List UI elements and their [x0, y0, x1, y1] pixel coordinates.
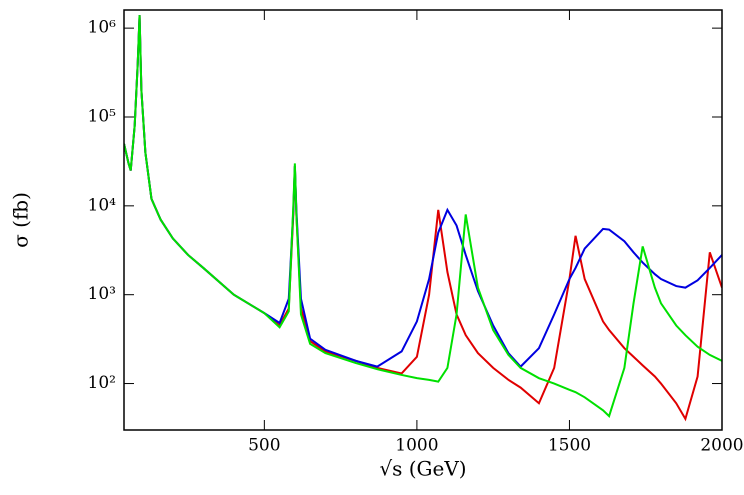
series-line — [124, 15, 722, 422]
x-tick-label: 2000 — [700, 436, 743, 456]
series-line — [124, 15, 722, 418]
y-tick-label: 10⁶ — [88, 18, 117, 38]
x-tick-label: 500 — [248, 436, 280, 456]
plot-frame — [123, 9, 723, 431]
x-tick-label: 1500 — [548, 436, 591, 456]
y-tick-label: 10⁵ — [88, 106, 117, 126]
y-axis-label: σ (fb) — [9, 192, 33, 248]
y-tick-label: 10³ — [88, 284, 116, 304]
y-tick-label: 10² — [88, 373, 116, 393]
x-tick-label: 1000 — [395, 436, 438, 456]
y-tick-label: 10⁴ — [88, 195, 117, 215]
x-axis-label: √s (GeV) — [379, 457, 466, 481]
